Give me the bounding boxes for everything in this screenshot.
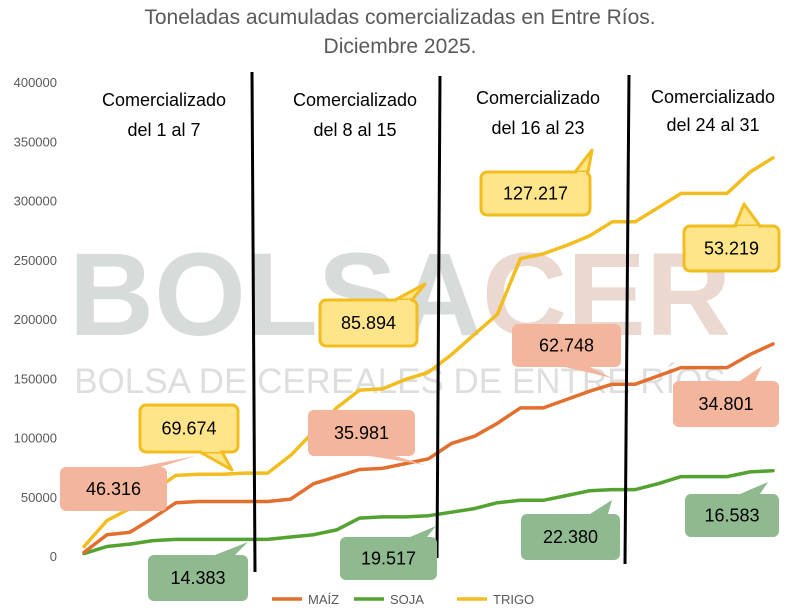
callout-value: 19.517 [361,549,416,569]
y-tick-label: 250000 [14,253,57,268]
callout-box [685,494,779,537]
y-tick-label: 0 [50,549,57,564]
callout-value: 35.981 [334,423,389,443]
y-tick-label: 350000 [14,134,57,149]
callout-box [673,381,779,427]
callout-tail [370,456,425,465]
callout-box [521,514,620,560]
callout-tail [140,456,195,467]
watermark-logo-part-a: BOLSA [69,229,482,361]
legend: MAÍZ SOJA TRIGO [272,592,534,607]
callout-value: 53.219 [704,239,759,259]
callout-box [308,410,415,456]
series-line-maiz [82,342,775,555]
callout-trigo-period-3: 127.217 [479,148,594,217]
callout-tail [198,450,234,472]
callout-value: 14.383 [170,568,225,588]
series-lines [82,156,775,556]
callout-tail [573,148,594,174]
callout-value: 46.316 [86,479,141,499]
callout-soja-period-1: 14.383 [148,542,248,601]
period-label-line2: del 8 al 15 [313,120,396,140]
callouts: 69.674 46.316 14.383 85.894 35.981 19.517 127.… [60,148,781,601]
callout-seam [737,226,758,229]
period-label-line1: Comercializado [293,90,417,110]
period-divider [435,75,442,559]
callout-trigo-period-2: 85.894 [318,282,427,348]
callout-value: 62.748 [539,336,594,356]
chart-title: Toneladas acumuladas comercializadas en … [144,6,655,29]
legend-label: SOJA [390,592,424,607]
callout-value: 69.674 [161,419,216,439]
callout-tail [215,542,248,555]
y-tick-label: 100000 [14,431,57,446]
callout-tail [565,367,612,378]
callout-seam [397,300,410,303]
y-axis: 0 50000 100000 150000 200000 250000 300000 3500… [14,75,57,564]
callout-value: 85.894 [341,313,396,333]
legend-item-trigo: TRIGO [457,592,534,607]
callout-tail [410,526,436,537]
period-label-line1: Comercializado [651,87,775,107]
callout-box [512,324,621,367]
legend-label: TRIGO [493,592,534,607]
legend-label: MAÍZ [308,592,339,607]
callout-box [340,537,437,580]
callout-tail [740,366,762,381]
callout-value: 16.583 [704,506,759,526]
chart-subtitle: Diciembre 2025. [324,35,477,58]
period-label-line2: del 16 al 23 [491,118,584,138]
callout-maiz-period-1: 46.316 [60,456,195,511]
callout-box [318,298,419,348]
callout-box [60,467,167,511]
y-tick-label: 150000 [14,371,57,386]
period-dividers [250,71,631,573]
callout-value: 127.217 [503,184,568,204]
callout-trigo-period-4: 53.219 [682,202,781,273]
series-line-trigo [82,156,775,549]
callout-value: 34.801 [698,394,753,414]
callout-box [138,403,240,454]
callout-value: 22.380 [543,527,598,547]
period-divider [250,71,257,573]
callout-seam [202,449,220,452]
callout-soja-period-2: 19.517 [340,526,437,580]
callout-tail [733,202,762,228]
callout-soja-period-4: 16.583 [685,482,779,537]
y-tick-label: 50000 [21,490,57,505]
legend-item-maiz: MAÍZ [272,592,339,607]
period-label-line1: Comercializado [476,88,600,108]
y-tick-label: 200000 [14,312,57,327]
callout-box [682,224,781,273]
callout-box [148,555,248,601]
period-labels: Comercializado del 1 al 7 Comercializado de… [102,87,775,140]
callout-maiz-period-3: 62.748 [512,324,621,378]
y-tick-label: 300000 [14,194,57,209]
callout-tail [590,500,612,514]
period-label-line2: del 1 al 7 [127,120,200,140]
legend-item-soja: SOJA [354,592,424,607]
period-divider [623,74,631,565]
callout-trigo-period-1: 69.674 [138,403,240,472]
callout-box [479,170,592,217]
callout-tail [740,482,768,494]
callout-maiz-period-2: 35.981 [308,410,425,465]
period-label-line1: Comercializado [102,90,226,110]
period-label-line2: del 24 al 31 [666,115,759,135]
callout-soja-period-3: 22.380 [521,500,620,560]
y-tick-label: 400000 [14,75,57,90]
callout-seam [577,172,586,175]
callout-maiz-period-4: 34.801 [673,366,779,427]
series-line-soja [82,468,775,556]
